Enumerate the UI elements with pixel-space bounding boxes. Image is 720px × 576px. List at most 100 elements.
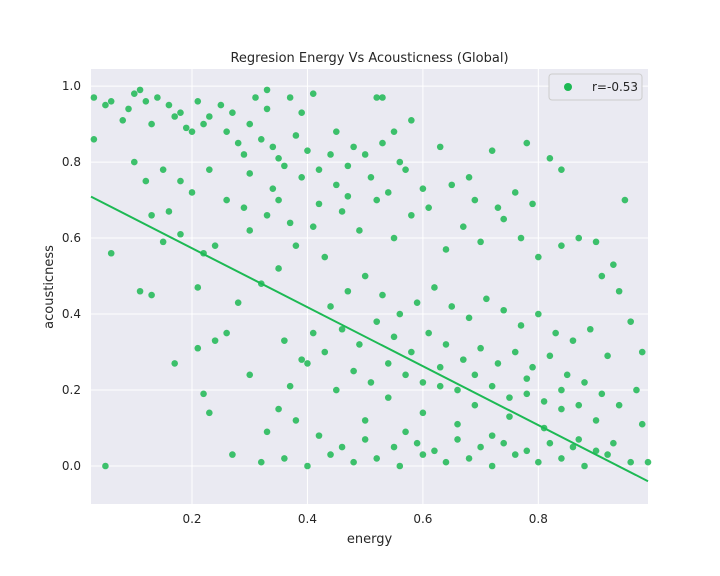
data-point	[246, 120, 254, 128]
data-point	[234, 139, 242, 147]
data-point	[569, 443, 577, 451]
data-point	[286, 382, 294, 390]
data-point	[610, 439, 617, 447]
data-point	[425, 329, 432, 337]
data-point	[356, 227, 363, 234]
data-point	[384, 394, 392, 401]
data-point	[309, 90, 317, 97]
data-point	[419, 379, 427, 386]
data-point	[292, 417, 300, 424]
data-point	[298, 173, 305, 181]
data-point	[90, 94, 98, 101]
data-point	[177, 109, 184, 116]
legend-label: r=-0.53	[592, 80, 638, 94]
data-point	[494, 204, 502, 211]
data-point	[396, 158, 404, 166]
data-point	[361, 272, 369, 280]
data-point	[350, 458, 357, 466]
data-point	[373, 196, 381, 204]
data-point	[338, 208, 346, 215]
data-point	[194, 97, 202, 105]
data-point	[592, 238, 600, 246]
data-point	[367, 379, 375, 386]
data-point	[171, 113, 178, 120]
data-point	[627, 458, 634, 466]
data-point	[177, 230, 184, 238]
data-point	[442, 458, 450, 466]
data-point	[361, 417, 369, 424]
data-point	[229, 109, 236, 116]
data-point	[344, 287, 352, 295]
data-point	[523, 375, 531, 382]
data-point	[373, 318, 381, 325]
y-tick-label: 0.0	[62, 459, 81, 473]
data-point	[402, 371, 409, 379]
data-point	[552, 329, 559, 337]
data-point	[615, 401, 623, 409]
data-point	[529, 200, 536, 208]
y-tick-label: 0.8	[62, 155, 81, 169]
y-tick-label: 0.2	[62, 383, 81, 397]
data-point	[125, 105, 132, 113]
data-point	[633, 386, 640, 394]
data-point	[333, 181, 340, 189]
data-point	[448, 181, 456, 189]
data-point	[408, 211, 415, 219]
data-point	[436, 382, 444, 390]
data-point	[327, 451, 334, 458]
data-point	[257, 458, 265, 466]
data-point	[390, 128, 398, 135]
legend-box	[548, 73, 643, 101]
x-tick-label: 0.4	[298, 512, 317, 526]
data-point	[575, 234, 583, 242]
data-point	[246, 371, 254, 379]
data-point	[298, 109, 305, 116]
data-point	[621, 196, 629, 204]
data-point	[102, 101, 109, 109]
data-point	[148, 291, 155, 299]
legend: r=-0.53	[548, 73, 643, 101]
data-point	[500, 215, 507, 223]
data-point	[535, 458, 542, 466]
data-point	[558, 455, 565, 462]
data-point	[142, 97, 150, 105]
data-point	[569, 337, 577, 344]
data-point	[240, 151, 248, 158]
data-point	[136, 287, 144, 295]
data-point	[598, 390, 606, 398]
data-point	[535, 253, 542, 261]
data-point	[454, 436, 461, 443]
data-point	[257, 135, 265, 143]
data-point	[333, 386, 340, 394]
data-point	[644, 458, 652, 466]
data-point	[148, 120, 155, 128]
data-point	[211, 337, 219, 344]
data-point	[494, 360, 502, 367]
data-point	[488, 147, 496, 154]
data-point	[275, 154, 282, 162]
data-point	[598, 272, 606, 280]
data-point	[500, 439, 507, 447]
data-point	[194, 344, 202, 352]
data-point	[511, 348, 519, 356]
data-point	[408, 348, 415, 356]
data-point	[159, 238, 167, 246]
data-point	[269, 143, 277, 151]
x-tick-label: 0.2	[182, 512, 201, 526]
data-point	[459, 356, 467, 363]
data-point	[575, 401, 583, 409]
data-point	[581, 379, 588, 386]
data-point	[471, 401, 479, 409]
data-point	[240, 204, 248, 211]
data-point	[448, 303, 456, 310]
data-point	[154, 94, 161, 101]
data-point	[592, 447, 600, 455]
data-point	[402, 428, 409, 436]
data-point	[281, 455, 288, 462]
data-point	[488, 462, 496, 470]
data-point	[275, 196, 282, 204]
data-point	[304, 147, 311, 154]
data-point	[356, 341, 363, 348]
y-tick-label: 0.6	[62, 231, 81, 245]
data-point	[586, 325, 594, 333]
